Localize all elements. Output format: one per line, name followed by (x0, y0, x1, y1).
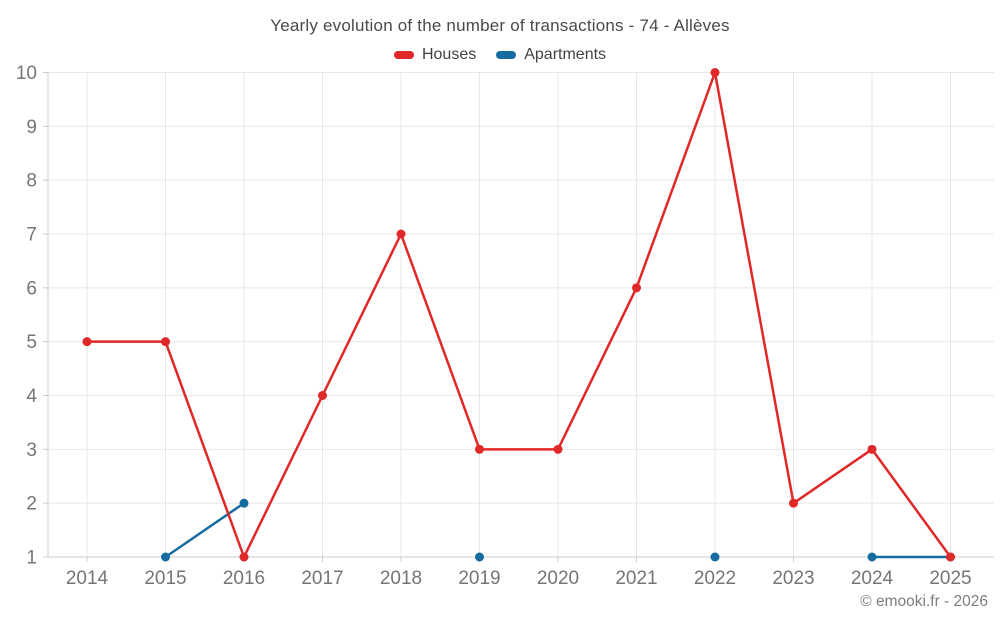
chart-title: Yearly evolution of the number of transa… (270, 16, 730, 35)
y-tick-label: 7 (26, 225, 37, 246)
x-tick-label: 2014 (66, 568, 109, 589)
houses-legend-label: Houses (421, 46, 477, 63)
x-tick-label: 2019 (458, 568, 500, 589)
x-tick-label: 2017 (301, 568, 343, 589)
data-point-apartments (710, 552, 720, 562)
y-tick-label: 9 (26, 117, 37, 138)
data-point-houses (789, 498, 798, 508)
data-point-houses (239, 552, 249, 562)
y-tick-label: 5 (26, 332, 37, 353)
data-point-houses (475, 444, 484, 454)
apartments-legend-label: Apartments (524, 46, 607, 63)
y-tick-label: 3 (26, 440, 37, 461)
x-tick-label: 2016 (223, 568, 265, 589)
series-line-houses (85, 71, 952, 559)
y-tick-label: 4 (26, 386, 37, 407)
legend-item-apartments[interactable]: Apartments (496, 46, 606, 64)
houses-legend-swatch-icon (393, 51, 414, 59)
data-point-apartments (475, 552, 484, 562)
legend-item-houses[interactable]: Houses (393, 46, 477, 64)
data-point-houses (946, 552, 955, 562)
x-tick-label: 2020 (537, 568, 579, 589)
y-tick-label: 8 (26, 171, 37, 192)
y-tick-label: 1 (26, 548, 37, 569)
data-point-houses (396, 229, 406, 239)
y-tick-label: 6 (26, 278, 37, 299)
series-line-apartments (164, 501, 952, 559)
x-tick-label: 2024 (851, 568, 894, 589)
data-point-houses (632, 283, 641, 293)
x-tick-label: 2022 (694, 568, 736, 589)
x-tick-label: 2023 (772, 568, 814, 589)
chart-legend: Houses Apartments (0, 46, 1000, 64)
x-tick-label: 2015 (144, 568, 186, 589)
data-point-houses (710, 68, 720, 77)
copyright-text: © emooki.fr - 2026 (860, 593, 988, 610)
data-point-houses (318, 391, 327, 400)
data-point-houses (553, 444, 563, 454)
data-point-apartments (239, 498, 249, 508)
x-tick-label: 2025 (929, 568, 971, 589)
x-tick-label: 2021 (615, 568, 657, 589)
x-tick-label: 2018 (380, 568, 422, 589)
data-point-houses (867, 444, 877, 454)
data-point-apartments (867, 552, 877, 562)
data-point-houses (82, 337, 92, 347)
y-tick-label: 2 (26, 494, 37, 515)
apartments-legend-swatch-icon (496, 51, 517, 59)
y-tick-label: 10 (16, 63, 37, 84)
data-point-apartments (161, 552, 170, 562)
data-point-houses (161, 337, 170, 347)
